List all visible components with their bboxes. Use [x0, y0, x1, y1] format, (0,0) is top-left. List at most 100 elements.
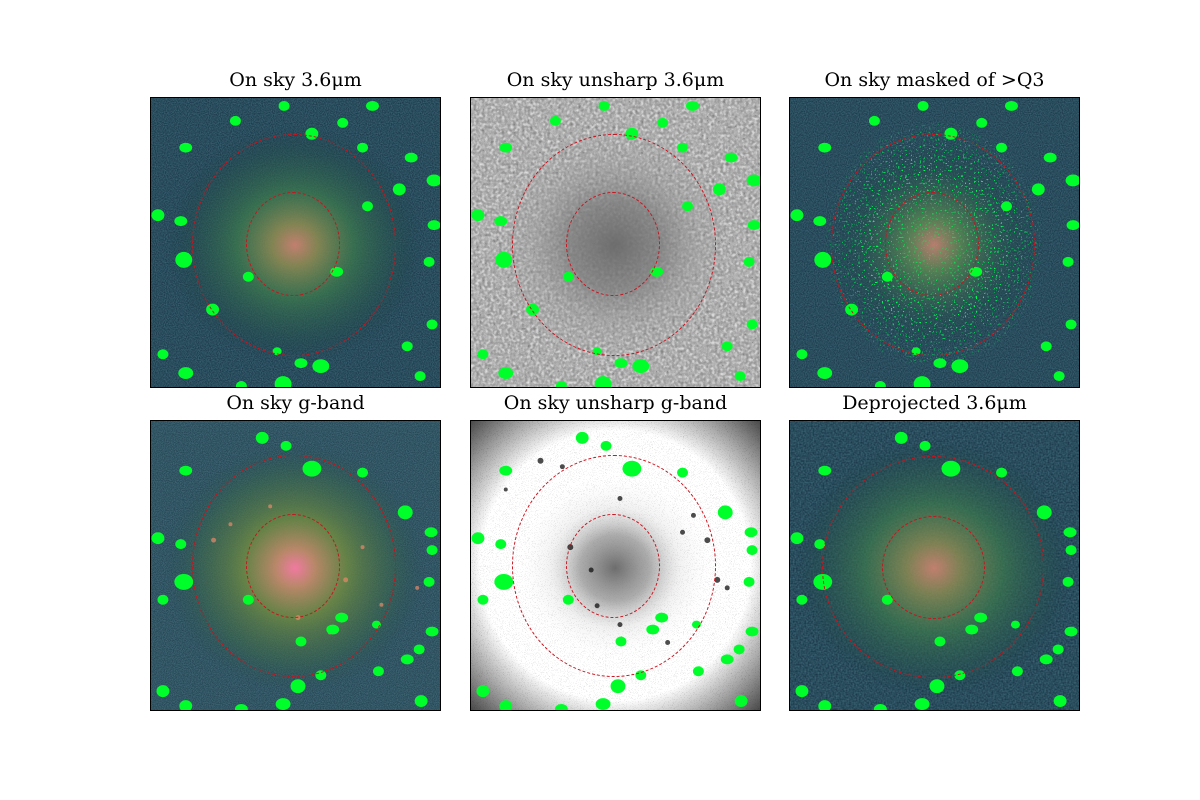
mask-blob	[817, 367, 833, 380]
mask-blob	[494, 216, 508, 227]
mask-blob	[657, 117, 669, 128]
mask-blob	[499, 700, 513, 710]
panel-unsharp-3.6um: On sky unsharp 3.6μm	[470, 69, 761, 388]
outer-ring	[512, 134, 716, 356]
mask-blob	[734, 695, 748, 708]
mask-blob	[179, 465, 193, 476]
mask-blob	[1039, 654, 1053, 665]
mask-blob	[312, 359, 330, 374]
mask-blob	[724, 152, 738, 163]
mask-blob	[874, 381, 886, 387]
mask-blob	[996, 142, 1007, 153]
mask-blob	[477, 349, 489, 360]
mask-blob	[733, 644, 745, 655]
mask-blob	[686, 100, 699, 111]
mask-blob	[814, 251, 832, 268]
panel-sky-3.6um: On sky 3.6μm	[150, 69, 441, 388]
mask-blob	[951, 359, 969, 374]
outer-ring	[192, 134, 396, 356]
mask-blob	[818, 142, 832, 153]
mask-blob	[746, 545, 758, 556]
mask-blob	[494, 573, 514, 590]
mask-blob	[677, 142, 688, 153]
mask-blob	[397, 505, 413, 520]
mask-blob	[1065, 174, 1079, 187]
mask-blob	[720, 654, 734, 665]
inner-ring	[885, 192, 979, 296]
mask-blob	[413, 644, 425, 655]
mask-blob	[818, 700, 832, 710]
panel-masked-q3: On sky masked of >Q3	[789, 69, 1080, 388]
mask-blob	[743, 576, 755, 587]
outer-ring	[831, 134, 1035, 356]
mask-blob	[229, 115, 241, 126]
mask-blob	[337, 117, 349, 128]
mask-blob	[929, 679, 945, 694]
mask-blob	[414, 695, 428, 708]
mask-blob	[677, 467, 688, 478]
mask-blob	[747, 220, 760, 231]
mask-blob	[796, 594, 808, 605]
mask-blob	[692, 666, 704, 677]
mask-blob	[400, 654, 414, 665]
mask-blob	[790, 532, 804, 545]
mask-blob	[404, 152, 418, 163]
mask-blob	[790, 209, 804, 222]
mask-blob	[235, 381, 247, 387]
mask-blob	[392, 183, 406, 196]
mask-blob	[426, 545, 438, 556]
mask-blob	[873, 704, 887, 710]
mask-blob	[1062, 576, 1074, 587]
mask-blob	[499, 465, 513, 476]
panel-title: On sky unsharp g-band	[503, 392, 728, 414]
inner-ring	[882, 516, 985, 619]
mask-blob	[426, 174, 440, 187]
inner-ring	[246, 192, 340, 296]
mask-blob	[933, 358, 947, 369]
mask-blob	[818, 465, 832, 476]
mask-blob	[401, 341, 413, 352]
mask-blob	[427, 220, 440, 231]
mask-blob	[595, 698, 611, 710]
mask-blob	[179, 700, 193, 710]
panel-sky-g-band: On sky g-band	[150, 392, 441, 711]
mask-blob	[598, 100, 610, 111]
mask-blob	[868, 115, 880, 126]
mask-blob	[1063, 527, 1077, 538]
mask-blob	[1011, 666, 1023, 677]
panel-title: On sky unsharp 3.6μm	[506, 69, 725, 91]
outer-ring	[512, 455, 716, 677]
mask-blob	[1064, 626, 1078, 637]
mask-blob	[1005, 100, 1018, 111]
panel-unsharp-g-band: On sky unsharp g-band	[470, 392, 761, 711]
mask-blob	[594, 376, 612, 387]
mask-blob	[796, 349, 808, 360]
mask-blob	[357, 142, 368, 153]
mask-blob	[275, 698, 291, 710]
mask-blob	[734, 371, 746, 382]
mask-blob	[471, 209, 485, 222]
mask-blob	[745, 626, 759, 637]
mask-blob	[743, 256, 755, 267]
panel-title: On sky 3.6μm	[229, 69, 362, 91]
mask-blob	[976, 117, 988, 128]
mask-blob	[280, 440, 292, 451]
mask-blob	[477, 594, 489, 605]
mask-blob	[1053, 371, 1065, 382]
mask-blob	[554, 704, 568, 710]
mask-blob	[814, 539, 826, 550]
mask-blob	[813, 216, 827, 227]
mask-blob	[712, 183, 726, 196]
mask-blob	[1065, 319, 1077, 330]
mask-blob	[357, 467, 368, 478]
mask-blob	[555, 381, 567, 387]
mask-blob	[795, 685, 809, 698]
mask-blob	[632, 359, 650, 374]
mask-blob	[1062, 256, 1074, 267]
mask-blob	[996, 467, 1007, 478]
inner-ring	[246, 514, 340, 618]
mask-blob	[746, 174, 760, 187]
mask-blob	[1036, 505, 1052, 520]
mask-blob	[1043, 152, 1057, 163]
mask-blob	[917, 100, 929, 111]
